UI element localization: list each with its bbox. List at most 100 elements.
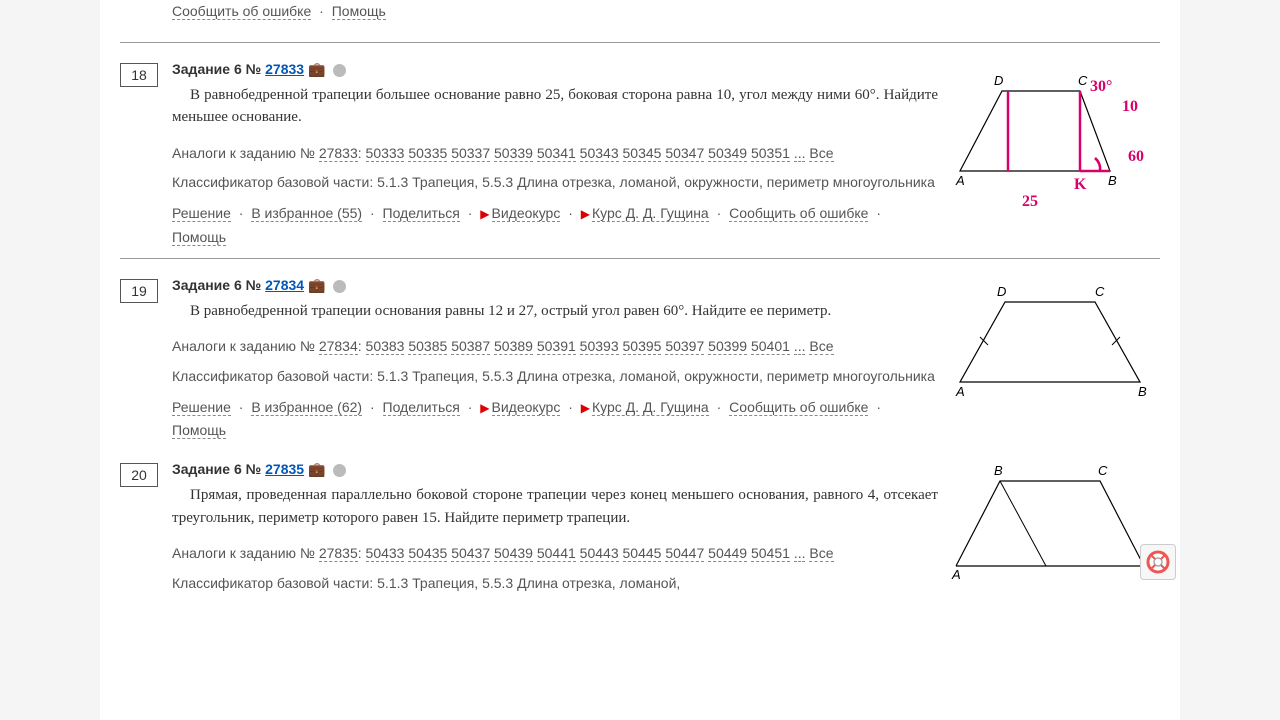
analog-link[interactable]: 50437 <box>451 545 490 562</box>
help-link[interactable]: Помощь <box>332 3 386 20</box>
analog-main-link[interactable]: 27835 <box>319 545 358 562</box>
analog-link[interactable]: 50435 <box>408 545 447 562</box>
analog-link[interactable]: 50341 <box>537 145 576 162</box>
analog-link[interactable]: 50391 <box>537 338 576 355</box>
analog-link[interactable]: 50397 <box>665 338 704 355</box>
analogs-prefix: Аналоги к заданию № <box>172 145 319 161</box>
separator: · <box>564 399 576 415</box>
separator: · <box>235 399 247 415</box>
svg-text:A: A <box>951 567 961 581</box>
analog-link[interactable]: 50433 <box>366 545 405 562</box>
task-header: Задание 6 № 27833 💼 <box>172 61 938 78</box>
analog-link[interactable]: 50383 <box>366 338 405 355</box>
task-fragment-top: Сообщить об ошибке · Помощь <box>120 0 1160 42</box>
favorites-link[interactable]: В избранное (62) <box>251 399 362 416</box>
analog-link[interactable]: 50335 <box>408 145 447 162</box>
solution-link[interactable]: Решение <box>172 399 231 416</box>
analog-link[interactable]: 50441 <box>537 545 576 562</box>
share-link[interactable]: Поделиться <box>383 205 460 222</box>
figure-18: A B C D 30° 10 60 K 25 <box>950 61 1160 250</box>
analogs-more-link[interactable]: ... <box>794 145 806 162</box>
help-link[interactable]: Помощь <box>172 229 226 246</box>
briefcase-icon: 💼 <box>308 461 325 477</box>
page: Сообщить об ошибке · Помощь 18 Задание 6… <box>100 0 1180 720</box>
status-dot-icon <box>333 280 346 293</box>
analog-link[interactable]: 50401 <box>751 338 790 355</box>
svg-text:30°: 30° <box>1090 78 1112 95</box>
analogs-prefix: Аналоги к заданию № <box>172 545 319 561</box>
analog-link[interactable]: 50443 <box>580 545 619 562</box>
analog-link[interactable]: 50447 <box>665 545 704 562</box>
svg-text:B: B <box>994 463 1003 478</box>
analog-link[interactable]: 50451 <box>751 545 790 562</box>
favorites-link[interactable]: В избранное (55) <box>251 205 362 222</box>
play-icon: ▶ <box>480 401 489 415</box>
solution-link[interactable]: Решение <box>172 205 231 222</box>
analogs-prefix: Аналоги к заданию № <box>172 338 319 354</box>
videocourse-link[interactable]: Видеокурс <box>492 399 561 416</box>
figure-19: A B C D <box>950 277 1160 443</box>
analog-link[interactable]: 50345 <box>623 145 662 162</box>
separator: · <box>464 399 476 415</box>
svg-text:D: D <box>997 284 1006 299</box>
separator: · <box>366 399 378 415</box>
task-id-link[interactable]: 27834 <box>265 277 304 293</box>
briefcase-icon: 💼 <box>308 61 325 77</box>
analogs-more-link[interactable]: ... <box>794 545 806 562</box>
briefcase-icon: 💼 <box>308 277 325 293</box>
analogs-all-link[interactable]: Все <box>809 145 833 162</box>
videocourse-link[interactable]: Видеокурс <box>492 205 561 222</box>
separator: · <box>872 399 881 415</box>
analog-link[interactable]: 50343 <box>580 145 619 162</box>
analogs-more-link[interactable]: ... <box>794 338 806 355</box>
analog-link[interactable]: 50347 <box>665 145 704 162</box>
analog-link[interactable]: 50389 <box>494 338 533 355</box>
separator: · <box>315 3 327 19</box>
analog-main-link[interactable]: 27833 <box>319 145 358 162</box>
report-error-link[interactable]: Сообщить об ошибке <box>729 205 868 222</box>
task-title-prefix: Задание 6 № <box>172 61 265 77</box>
analogs-line: Аналоги к заданию № 27834: 50383 50385 5… <box>172 336 938 358</box>
analog-link[interactable]: 50449 <box>708 545 747 562</box>
analog-link[interactable]: 50445 <box>623 545 662 562</box>
problem-text: В равнобедренной трапеции большее основа… <box>172 84 938 129</box>
svg-text:A: A <box>955 384 965 399</box>
analog-link[interactable]: 50393 <box>580 338 619 355</box>
svg-text:B: B <box>1108 173 1117 188</box>
help-link[interactable]: Помощь <box>172 422 226 439</box>
svg-text:60: 60 <box>1128 148 1144 165</box>
analog-link[interactable]: 50337 <box>451 145 490 162</box>
task-20: 20 Задание 6 № 27835 💼 Прямая, проведенн… <box>120 451 1160 610</box>
share-link[interactable]: Поделиться <box>383 399 460 416</box>
task-id-link[interactable]: 27833 <box>265 61 304 77</box>
task-id-link[interactable]: 27835 <box>265 461 304 477</box>
play-icon: ▶ <box>581 401 590 415</box>
svg-text:25: 25 <box>1022 193 1038 210</box>
help-float-button[interactable] <box>1140 544 1176 580</box>
analog-link[interactable]: 50339 <box>494 145 533 162</box>
svg-text:C: C <box>1078 73 1088 88</box>
course-link[interactable]: Курс Д. Д. Гущина <box>592 205 709 222</box>
task-number: 19 <box>120 279 158 303</box>
separator: · <box>464 205 476 221</box>
report-error-link[interactable]: Сообщить об ошибке <box>172 3 311 20</box>
analogs-all-link[interactable]: Все <box>809 338 833 355</box>
course-link[interactable]: Курс Д. Д. Гущина <box>592 399 709 416</box>
analogs-all-link[interactable]: Все <box>809 545 833 562</box>
analogs-line: Аналоги к заданию № 27835: 50433 50435 5… <box>172 543 938 565</box>
lifebuoy-icon <box>1146 550 1170 574</box>
svg-text:10: 10 <box>1122 98 1138 115</box>
analog-link[interactable]: 50387 <box>451 338 490 355</box>
analog-link[interactable]: 50385 <box>408 338 447 355</box>
analog-link[interactable]: 50399 <box>708 338 747 355</box>
action-line: Решение · В избранное (55) · Поделиться … <box>172 202 938 250</box>
svg-text:C: C <box>1095 284 1105 299</box>
analog-main-link[interactable]: 27834 <box>319 338 358 355</box>
analog-link[interactable]: 50439 <box>494 545 533 562</box>
analog-link[interactable]: 50395 <box>623 338 662 355</box>
analog-link[interactable]: 50351 <box>751 145 790 162</box>
report-error-link[interactable]: Сообщить об ошибке <box>729 399 868 416</box>
analog-link[interactable]: 50333 <box>366 145 405 162</box>
svg-text:K: K <box>1074 176 1087 193</box>
analog-link[interactable]: 50349 <box>708 145 747 162</box>
